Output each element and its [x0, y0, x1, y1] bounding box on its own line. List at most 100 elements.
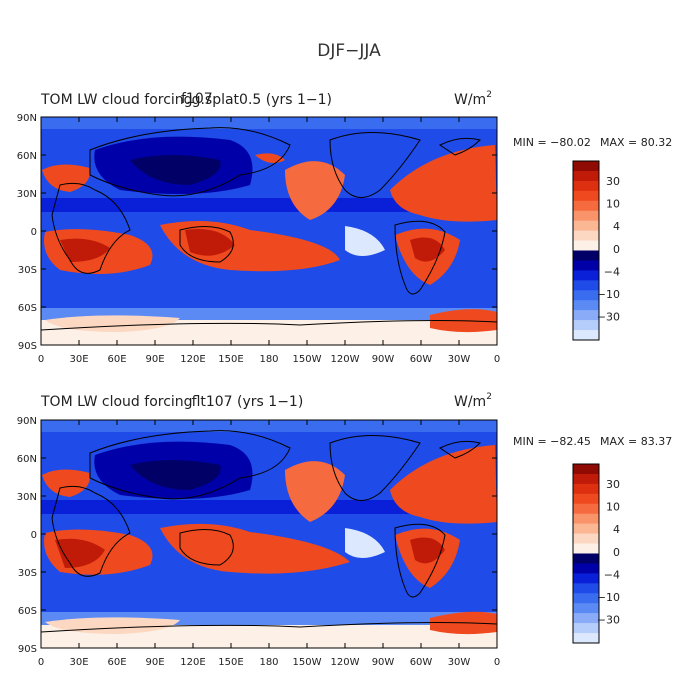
- colorbar-swatch: [573, 563, 599, 574]
- colorbar-label: 4: [613, 523, 620, 536]
- colorbar-swatch: [573, 613, 599, 624]
- colorbar-swatch: [573, 170, 599, 182]
- y-tick-label: 30N: [17, 189, 37, 200]
- figure-title: DJF−JJA: [317, 41, 381, 61]
- x-tick-label: 150W: [293, 657, 322, 668]
- colorbar-swatch: [573, 240, 599, 251]
- map-field: [40, 420, 498, 648]
- panel-top: TOM LW cloud forcingg.splat0.5 (yrs 1−1)…: [17, 90, 672, 365]
- map-field: [40, 117, 498, 345]
- colorbar-swatch: [573, 553, 599, 564]
- colorbar-swatch: [573, 161, 599, 172]
- colorbar-label: 30: [606, 478, 620, 491]
- colorbar-swatch: [573, 633, 599, 644]
- min-label: MIN = −82.45: [513, 435, 591, 448]
- x-tick-label: 0: [494, 354, 500, 365]
- colorbar-swatch: [573, 280, 599, 291]
- y-tick-label: 0: [31, 530, 37, 541]
- colorbar-swatch: [573, 190, 599, 202]
- colorbar: 30 10 4 0 −4 −10 −30: [572, 160, 620, 341]
- colorbar-label: 4: [613, 220, 620, 233]
- panel-units: W/m2: [454, 392, 492, 410]
- colorbar-swatch: [573, 310, 599, 321]
- colorbar-swatch: [573, 464, 599, 475]
- x-tick-label: 30W: [448, 354, 471, 365]
- colorbar-swatch: [573, 230, 599, 241]
- colorbar-swatch: [573, 583, 599, 594]
- y-tick-label: 90N: [17, 416, 37, 427]
- y-tick-label: 30S: [18, 265, 37, 276]
- x-tick-label: 90E: [145, 354, 164, 365]
- x-tick-label: 60E: [107, 657, 126, 668]
- colorbar-label: 10: [606, 198, 620, 211]
- x-tick-label: 180: [259, 657, 278, 668]
- colorbar-swatch: [573, 260, 599, 271]
- x-tick-label: 60W: [410, 354, 433, 365]
- colorbar-swatch: [573, 573, 599, 584]
- panel-title: TOM LW cloud forcingg.splat0.5 (yrs 1−1): [40, 92, 332, 108]
- colorbar-swatch: [573, 250, 599, 261]
- colorbar-swatch: [573, 483, 599, 495]
- colorbar-swatch: [573, 330, 599, 341]
- colorbar-swatch: [573, 320, 599, 331]
- x-tick-label: 90W: [372, 354, 395, 365]
- y-tick-label: 60S: [18, 606, 37, 617]
- panel-title: TOM LW cloud forcingflt107 (yrs 1−1): [40, 394, 303, 410]
- colorbar-label: 10: [606, 501, 620, 514]
- colorbar-swatch: [573, 300, 599, 311]
- y-tick-label: 30N: [17, 492, 37, 503]
- colorbar-swatch: [573, 503, 599, 515]
- x-tick-label: 120E: [180, 657, 205, 668]
- colorbar-swatch: [573, 523, 599, 534]
- colorbar-swatch: [573, 493, 599, 505]
- colorbar-swatch: [573, 270, 599, 281]
- panel-title-overlap: f107: [181, 91, 213, 107]
- min-label: MIN = −80.02: [513, 136, 591, 149]
- x-tick-label: 0: [494, 657, 500, 668]
- x-tick-label: 150E: [218, 354, 243, 365]
- x-tick-label: 30W: [448, 657, 471, 668]
- colorbar-frame: [572, 463, 600, 644]
- max-label: MAX = 83.37: [600, 435, 672, 448]
- y-tick-label: 90N: [17, 113, 37, 124]
- colorbar-label: −30: [597, 311, 620, 324]
- colorbar-swatch: [573, 513, 599, 524]
- x-tick-label: 30E: [69, 354, 88, 365]
- colorbar: 30 10 4 0 −4 −10 −30: [572, 463, 620, 644]
- y-tick-label: 0: [31, 227, 37, 238]
- y-tick-label: 60S: [18, 303, 37, 314]
- panel-bottom: TOM LW cloud forcingflt107 (yrs 1−1) W/m…: [17, 392, 672, 668]
- x-tick-label: 150W: [293, 354, 322, 365]
- max-label: MAX = 80.32: [600, 136, 672, 149]
- colorbar-label: 30: [606, 175, 620, 188]
- colorbar-swatch: [573, 603, 599, 614]
- colorbar-label: −30: [597, 614, 620, 627]
- panel-units: W/m2: [454, 90, 492, 108]
- colorbar-swatch: [573, 543, 599, 554]
- x-tick-label: 0: [38, 354, 44, 365]
- colorbar-swatch: [573, 593, 599, 604]
- y-tick-label: 90S: [18, 341, 37, 352]
- x-tick-label: 30E: [69, 657, 88, 668]
- x-tick-label: 120E: [180, 354, 205, 365]
- colorbar-label: −10: [597, 288, 620, 301]
- colorbar-frame: [572, 160, 600, 341]
- x-tick-label: 150E: [218, 657, 243, 668]
- colorbar-label: −10: [597, 591, 620, 604]
- y-tick-label: 30S: [18, 568, 37, 579]
- x-tick-label: 120W: [331, 657, 360, 668]
- x-tick-label: 60W: [410, 657, 433, 668]
- x-tick-label: 180: [259, 354, 278, 365]
- x-tick-label: 90W: [372, 657, 395, 668]
- colorbar-swatch: [573, 180, 599, 192]
- colorbar-swatch: [573, 473, 599, 485]
- x-tick-label: 90E: [145, 657, 164, 668]
- colorbar-swatch: [573, 623, 599, 634]
- colorbar-swatch: [573, 533, 599, 544]
- colorbar-label: −4: [604, 265, 620, 278]
- y-tick-label: 60N: [17, 151, 37, 162]
- y-tick-label: 60N: [17, 454, 37, 465]
- colorbar-swatch: [573, 220, 599, 231]
- x-tick-label: 0: [38, 657, 44, 668]
